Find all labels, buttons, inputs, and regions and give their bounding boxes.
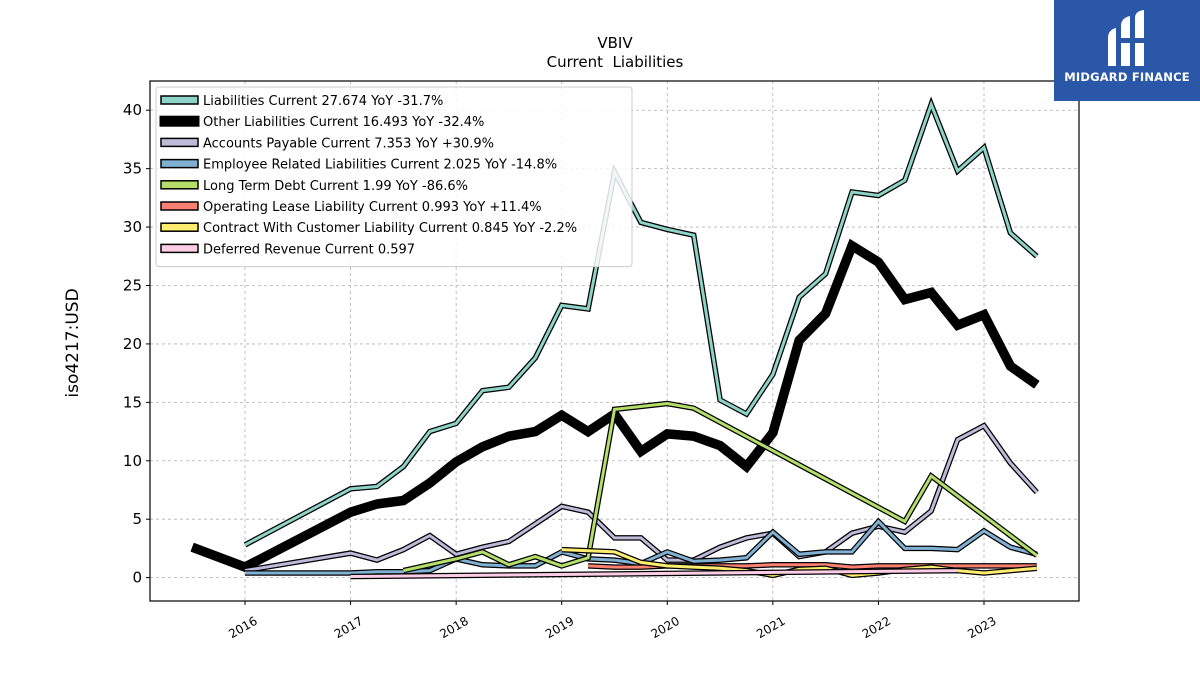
y-axis-label: iso4217:USD (63, 288, 83, 397)
series-line (190, 240, 1039, 571)
y-tick-label: 20 (123, 335, 142, 353)
y-tick-label: 35 (123, 160, 142, 178)
x-tick-label: 2019 (543, 614, 576, 641)
legend-label: Long Term Debt Current 1.99 YoY -86.6% (203, 179, 468, 194)
legend-label: Accounts Payable Current 7.353 YoY +30.9… (203, 136, 494, 151)
legend-label: Other Liabilities Current 16.493 YoY -32… (203, 115, 484, 130)
legend-label: Liabilities Current 27.674 YoY -31.7% (203, 94, 443, 109)
series-line (403, 401, 1038, 573)
legend-swatch (160, 243, 199, 254)
legend-swatch (160, 201, 199, 211)
x-tick-label: 2020 (649, 614, 682, 641)
y-tick-label: 30 (123, 218, 142, 236)
series-line (561, 548, 1037, 577)
x-tick-label: 2016 (226, 614, 259, 641)
y-tick-label: 25 (123, 276, 142, 294)
legend-label: Deferred Revenue Current 0.597 (203, 242, 415, 257)
series-line (350, 569, 958, 578)
logo-mark-icon (1108, 10, 1144, 66)
series-line (244, 100, 1038, 547)
legend-box (155, 86, 633, 268)
y-tick-label: 0 (132, 569, 142, 587)
legend-swatch (160, 222, 199, 232)
plot-frame (149, 80, 1080, 602)
logo-text: MIDGARD FINANCE (1064, 70, 1190, 84)
legend-swatch (160, 158, 199, 169)
y-tick-label: 15 (123, 393, 142, 411)
legend-label: Operating Lease Liability Current 0.993 … (203, 200, 542, 215)
series-lines (190, 96, 1040, 580)
legend-label: Employee Related Liabilities Current 2.0… (203, 158, 557, 173)
y-tick-label: 40 (123, 101, 142, 119)
legend-swatch (160, 137, 199, 148)
legend-label: Contract With Customer Liability Current… (203, 221, 577, 236)
legend: Liabilities Current 27.674 YoY -31.7% Oth… (155, 86, 633, 268)
x-tick-label: 2022 (860, 614, 893, 641)
x-tick-label: 2017 (332, 614, 365, 641)
chart-subtitle: Current Liabilities (547, 53, 684, 71)
y-tick-label: 10 (123, 452, 142, 470)
legend-swatch (160, 95, 199, 105)
x-tick-label: 2021 (754, 614, 787, 641)
legend-swatch (160, 180, 199, 190)
x-tick-label: 2023 (965, 614, 998, 641)
x-tick-label: 2018 (437, 614, 470, 641)
y-tick-label: 5 (132, 510, 142, 528)
midgard-finance-logo: MIDGARD FINANCE (1054, 0, 1200, 101)
series-line (245, 519, 1038, 575)
series-line (244, 423, 1038, 573)
chart-title: VBIV (597, 34, 633, 52)
legend-swatch (159, 115, 200, 127)
